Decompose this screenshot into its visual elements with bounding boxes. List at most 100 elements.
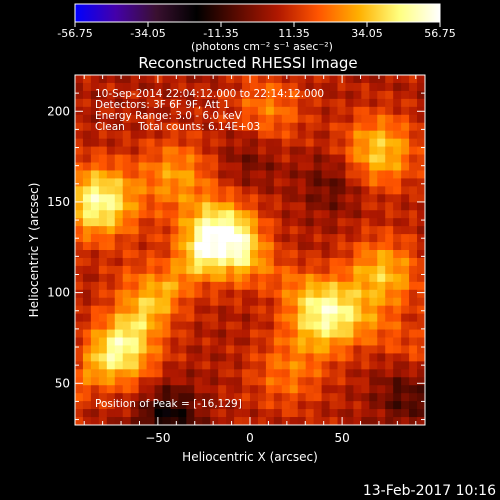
heatmap-cell: [297, 162, 307, 171]
heatmap-cell: [409, 122, 418, 132]
heatmap-cell: [297, 146, 307, 155]
heatmap-cell: [393, 289, 402, 299]
heatmap-cell: [114, 130, 124, 140]
heatmap-cell: [409, 218, 418, 227]
heatmap-cell: [393, 194, 402, 203]
heatmap-cell: [218, 393, 227, 402]
heatmap-cell: [265, 162, 275, 171]
heatmap-cell: [122, 75, 132, 84]
heatmap-cell: [321, 75, 330, 84]
heatmap-cell: [361, 178, 370, 187]
heatmap-cell: [273, 369, 283, 378]
heatmap-cell: [393, 90, 402, 100]
heatmap-cell: [361, 329, 370, 338]
heatmap-cell: [409, 313, 418, 322]
colorbar-tick-label: 56.75: [424, 27, 456, 40]
heatmap-cell: [313, 353, 322, 362]
heatmap-cell: [369, 82, 378, 92]
heatmap-cell: [106, 281, 116, 291]
y-tick-label: 100: [47, 286, 70, 300]
heatmap-cell: [297, 106, 307, 116]
heatmap-cell: [162, 369, 171, 378]
heatmap-cell: [393, 305, 402, 315]
heatmap-cell: [90, 257, 100, 267]
heatmap-cell: [401, 393, 410, 402]
heatmap-cell: [202, 242, 211, 251]
heatmap-cell: [122, 401, 132, 410]
heatmap-cell: [234, 409, 243, 418]
heatmap-cell: [138, 305, 147, 315]
heatmap-cell: [401, 409, 410, 418]
heatmap-cell: [194, 313, 203, 322]
heatmap-cell: [242, 122, 251, 132]
heatmap-cell: [273, 154, 283, 163]
heatmap-cell: [409, 345, 418, 354]
heatmap-cell: [242, 130, 251, 140]
heatmap-cell: [361, 409, 370, 418]
heatmap-cell: [234, 194, 243, 203]
heatmap-cell: [210, 106, 219, 116]
heatmap-cell: [218, 178, 227, 187]
heatmap-cell: [226, 417, 235, 426]
heatmap-cell: [146, 377, 155, 386]
heatmap-cell: [210, 401, 219, 410]
heatmap-cell: [146, 305, 155, 315]
heatmap-cell: [377, 218, 386, 227]
heatmap-cell: [313, 218, 322, 227]
heatmap-cell: [178, 337, 187, 346]
heatmap-cell: [321, 313, 330, 322]
heatmap-cell: [114, 257, 124, 267]
heatmap-cell: [82, 377, 92, 386]
heatmap-cell: [305, 162, 315, 171]
heatmap-cell: [305, 265, 315, 275]
heatmap-cell: [154, 289, 163, 299]
heatmap-cell: [194, 265, 203, 275]
heatmap-cell: [289, 138, 299, 147]
heatmap-cell: [337, 353, 346, 362]
heatmap-cell: [409, 75, 418, 84]
heatmap-cell: [202, 90, 211, 100]
heatmap-cell: [281, 297, 291, 307]
heatmap-cell: [122, 162, 132, 171]
heatmap-cell: [401, 194, 410, 203]
heatmap-cell: [345, 194, 354, 203]
x-axis-label: Heliocentric X (arcsec): [182, 450, 318, 464]
heatmap-cell: [162, 417, 171, 426]
heatmap-cell: [345, 138, 354, 147]
heatmap-cell: [90, 170, 100, 179]
heatmap-cell: [345, 257, 354, 267]
colorbar-ticks: [74, 22, 441, 27]
heatmap-cell: [377, 273, 386, 283]
heatmap-cell: [281, 353, 291, 362]
heatmap-cell: [90, 82, 100, 92]
heatmap-cell: [281, 138, 291, 147]
heatmap-cell: [130, 194, 140, 203]
heatmap-cell: [337, 242, 346, 251]
heatmap-cell: [146, 194, 155, 203]
heatmap-cell: [250, 218, 259, 227]
heatmap-cell: [353, 329, 362, 338]
heatmap-cell: [257, 106, 267, 116]
heatmap-cell: [401, 202, 410, 211]
heatmap-cell: [321, 122, 330, 132]
heatmap-cell: [130, 82, 140, 92]
heatmap-cell: [297, 186, 307, 195]
heatmap-cell: [170, 82, 179, 92]
heatmap-cell: [130, 114, 140, 124]
heatmap-cell: [329, 250, 338, 259]
heatmap-cell: [130, 106, 140, 116]
heatmap-cell: [329, 75, 338, 84]
heatmap-cell: [106, 401, 116, 410]
heatmap-image: [75, 75, 426, 426]
heatmap-cell: [122, 226, 132, 235]
heatmap-cell: [417, 345, 426, 354]
heatmap-cell: [297, 393, 307, 402]
heatmap-cell: [361, 273, 370, 283]
heatmap-cell: [361, 162, 370, 171]
heatmap-cell: [194, 337, 203, 346]
heatmap-cell: [393, 178, 402, 187]
heatmap-cell: [75, 226, 84, 235]
heatmap-cell: [289, 273, 299, 283]
heatmap-cell: [250, 226, 259, 235]
heatmap-cell: [75, 345, 84, 354]
